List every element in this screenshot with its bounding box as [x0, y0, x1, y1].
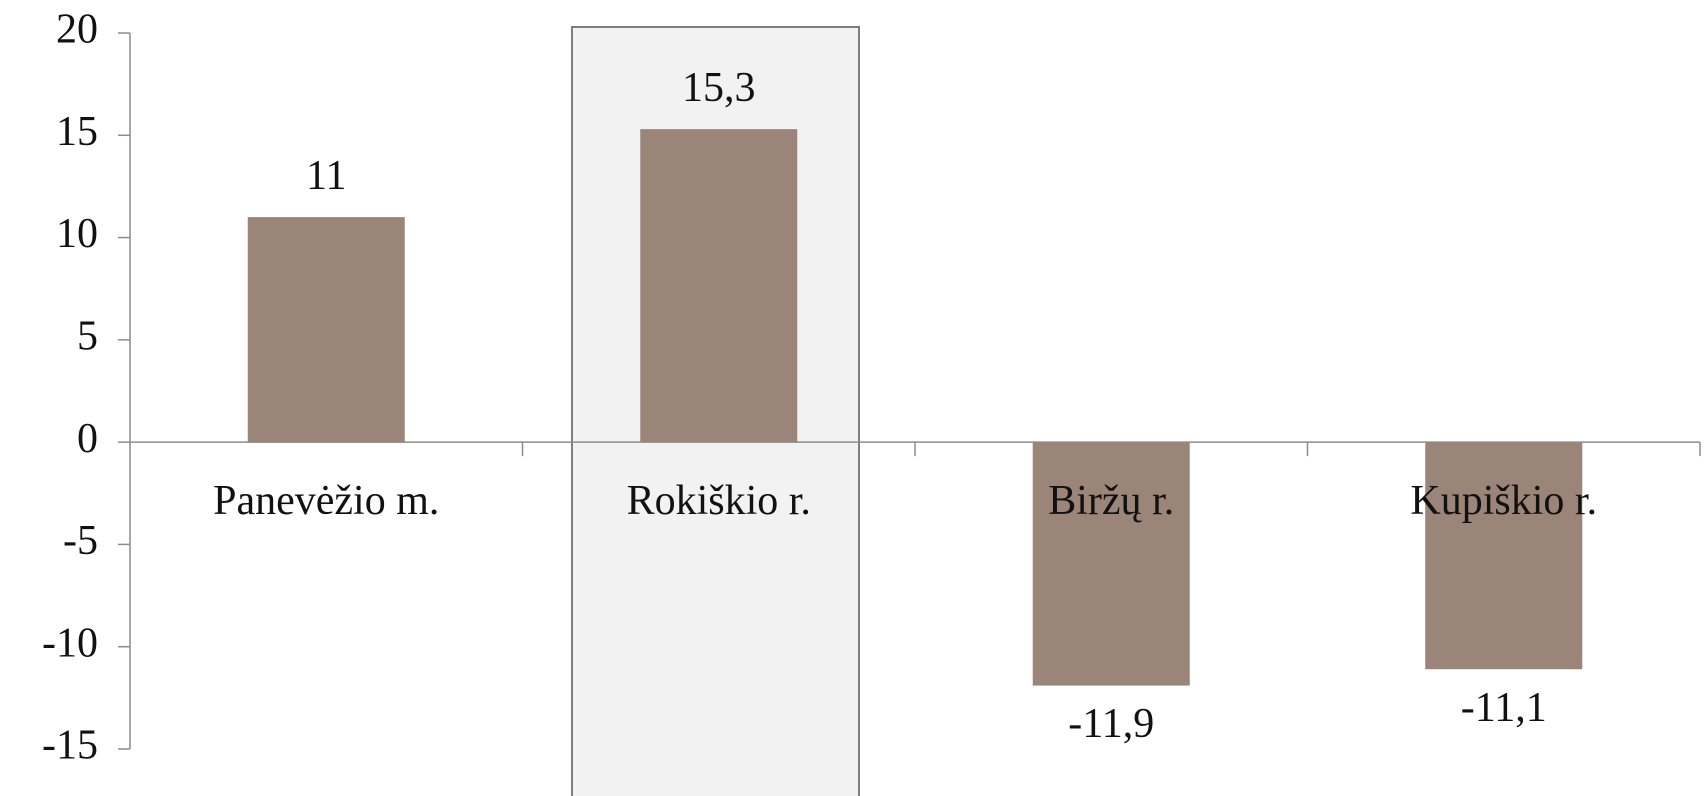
y-tick-label: -10	[42, 620, 98, 666]
y-tick-label: 20	[56, 7, 98, 53]
y-tick-label: 0	[77, 416, 98, 462]
bar	[1425, 442, 1583, 670]
x-tick-label: Rokiškio r.	[627, 478, 811, 524]
x-tick-label: Biržų r.	[1048, 478, 1174, 524]
bar	[640, 129, 798, 443]
y-tick-label: 5	[77, 313, 98, 359]
x-tick-label: Kupiškio r.	[1410, 478, 1597, 524]
y-tick-label: 10	[56, 211, 98, 257]
y-tick-label: 15	[56, 109, 98, 155]
value-label: 11	[306, 153, 346, 199]
y-tick-label: -15	[42, 723, 98, 769]
value-label: -11,1	[1461, 685, 1547, 731]
y-tick-label: -5	[63, 518, 98, 564]
value-label: 15,3	[682, 65, 756, 111]
bar	[1032, 442, 1190, 686]
bar	[247, 217, 405, 443]
value-label: -11,9	[1068, 701, 1154, 747]
x-tick-label: Panevėžio m.	[213, 478, 439, 524]
